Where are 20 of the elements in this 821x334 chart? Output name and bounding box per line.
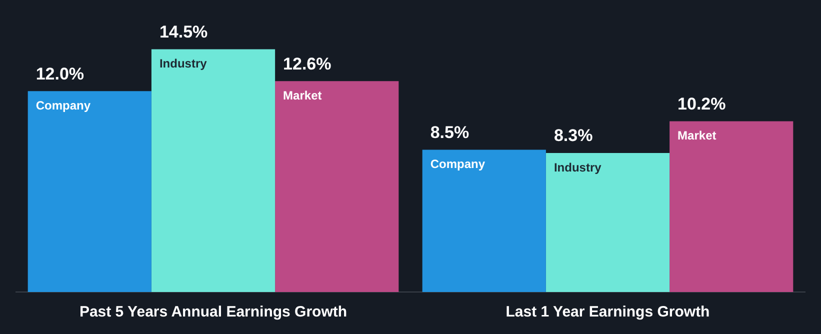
data-label: 12.0%	[36, 64, 84, 84]
data-label: 8.5%	[430, 122, 470, 142]
data-label: 10.2%	[678, 94, 726, 114]
bar	[151, 49, 276, 292]
bar	[546, 153, 670, 292]
bar	[422, 150, 546, 292]
text: Market	[283, 88, 322, 102]
x-tick-label: Past 5 Years Annual Earnings Growth	[79, 304, 348, 321]
text: Industry	[554, 160, 602, 174]
data-label: 12.6%	[283, 54, 332, 74]
bar	[275, 81, 399, 292]
bar	[670, 121, 794, 292]
text: Company	[36, 98, 91, 112]
series-label: Company	[430, 157, 486, 172]
bar	[28, 91, 152, 292]
series-label: Industry	[159, 56, 208, 71]
data-label: 8.3%	[554, 126, 593, 146]
series-label: Market	[678, 128, 716, 143]
data-label: 14.5%	[159, 22, 208, 42]
x-tick-label: Last 1 Year Earnings Growth	[506, 304, 710, 321]
